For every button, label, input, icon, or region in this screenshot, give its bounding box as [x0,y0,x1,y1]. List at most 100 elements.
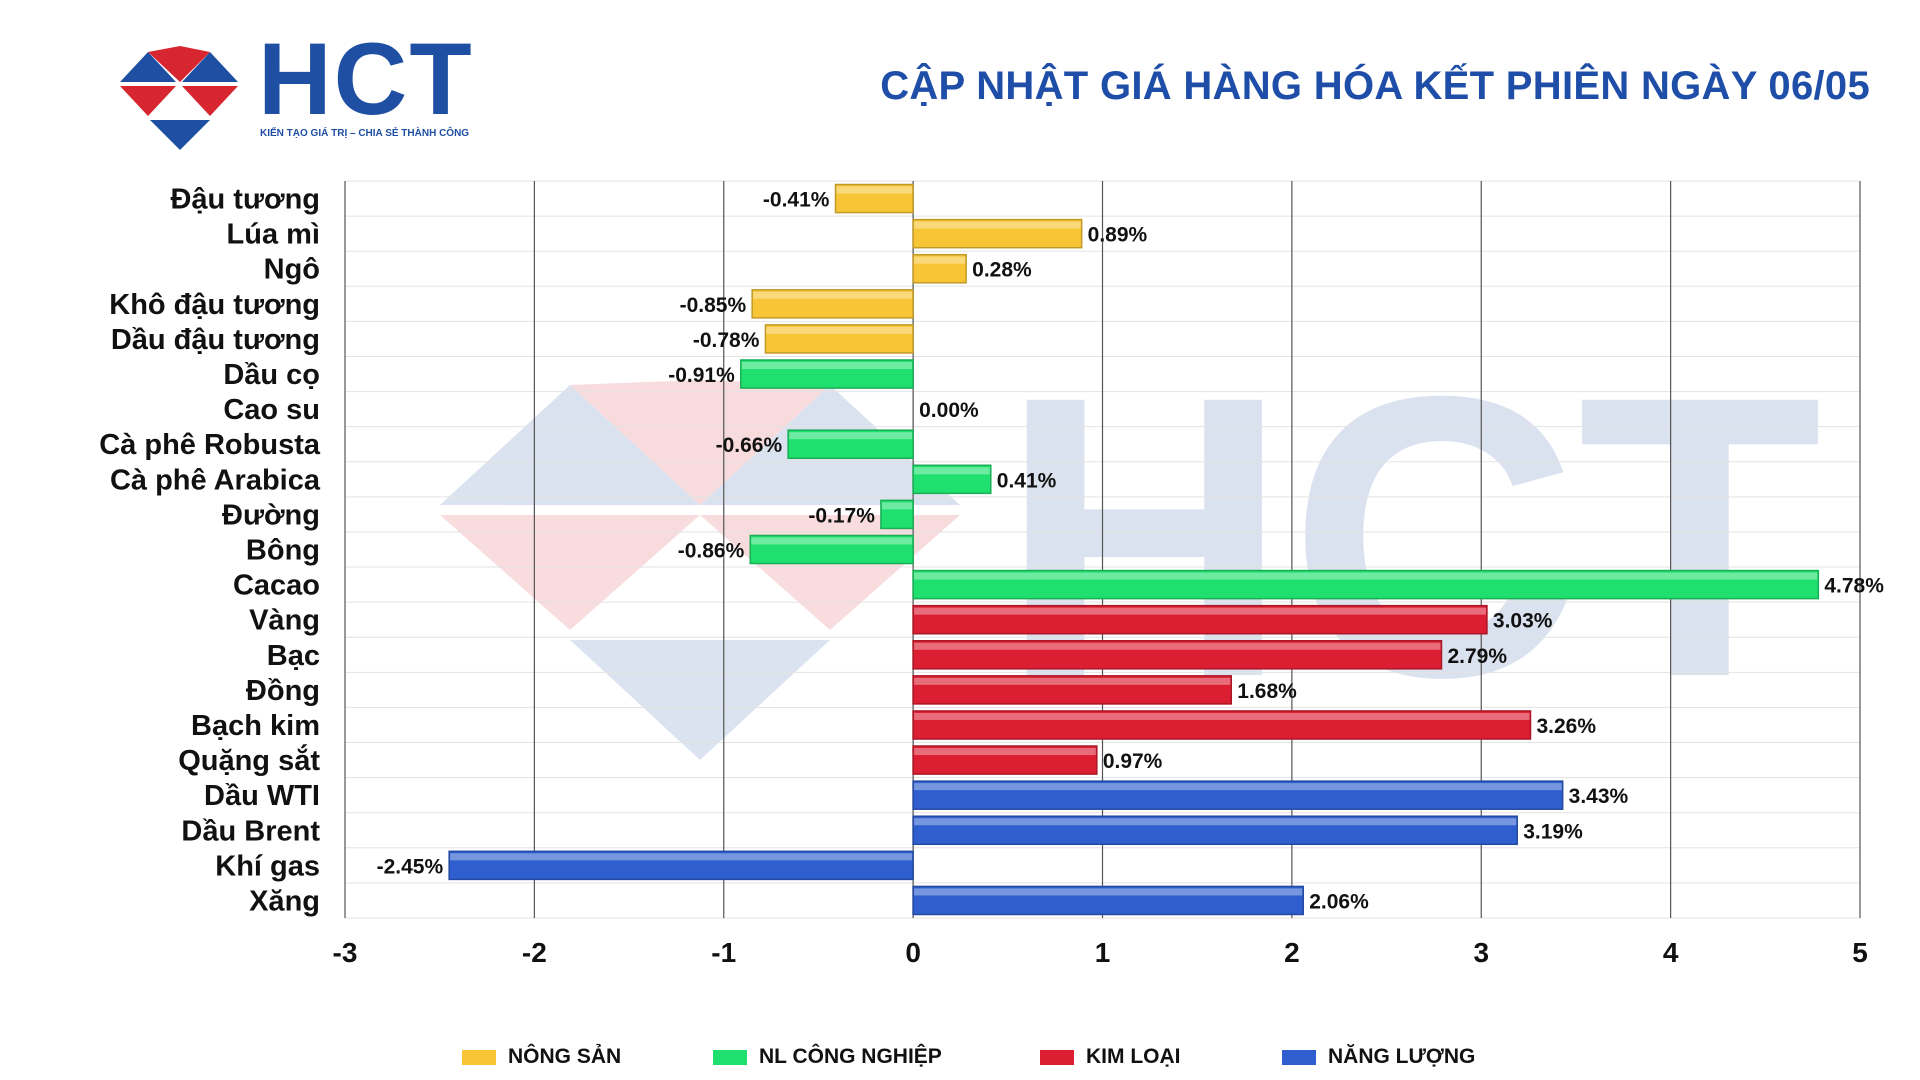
bar-nong_san [834,183,914,214]
category-label: Dầu Brent [181,815,320,847]
x-tick-label: 3 [1473,937,1489,968]
x-tick-label: -1 [711,937,736,968]
bar-highlight [914,818,1517,826]
logo-tagline: KIẾN TẠO GIÁ TRỊ – CHIA SẺ THÀNH CÔNG [260,128,470,139]
value-label: 0.28% [972,259,1032,282]
category-label: Cà phê Arabica [110,464,321,496]
bar-highlight [836,186,913,194]
legend-item-nong-san: NÔNG SẢN [462,1045,621,1069]
value-label: -0.41% [763,189,830,212]
value-label: 0.00% [919,399,979,422]
legend-label: NÔNG SẢN [508,1045,622,1068]
legend-item-nl-cong-nghiep: NL CÔNG NGHIỆP [713,1045,942,1069]
category-label: Cao su [223,394,320,426]
bar-nl_cong_nghiep [880,499,914,530]
category-label: Vàng [249,605,320,637]
legend: NÔNG SẢN NL CÔNG NGHIỆP KIM LOẠI NĂNG LƯ… [0,1045,1920,1075]
bar-highlight [450,853,913,861]
chart-title: CẬP NHẬT GIÁ HÀNG HÓA KẾT PHIÊN NGÀY 06/… [880,64,1870,108]
category-label: Ngô [264,254,320,286]
bar-highlight [789,432,913,440]
bar-nang_luong [912,885,1304,916]
bar-highlight [914,572,1818,580]
bar-nong_san [912,218,1083,249]
bar-nang_luong [912,780,1564,810]
bar-highlight [914,888,1303,896]
bar-kim_loai [912,710,1532,740]
category-label: Dầu cọ [223,359,320,391]
bar-nl_cong_nghiep [912,569,1820,600]
value-label: 3.43% [1569,785,1629,808]
value-label: 0.89% [1088,224,1148,247]
category-label: Dầu đậu tương [111,324,320,356]
category-label: Bạc [267,640,320,672]
logo-wordmark: HCT [258,22,474,136]
x-tick-label: 4 [1663,937,1679,968]
bar-highlight [914,642,1441,650]
legend-item-kim-loai: KIM LOẠI [1040,1045,1181,1069]
bar-nong_san [751,289,914,319]
category-label: Quặng sắt [178,743,320,777]
category-label: Đường [222,499,320,531]
value-label: 1.68% [1237,680,1297,703]
x-tick-label: 0 [905,937,921,968]
legend-label: KIM LOẠI [1086,1045,1181,1068]
bar-nong_san [912,253,967,284]
bar-kim_loai [912,604,1488,635]
value-label: 0.97% [1103,750,1163,773]
legend-item-nang-luong: NĂNG LƯỢNG [1282,1045,1475,1069]
category-label: Xăng [249,885,320,917]
bar-highlight [914,607,1486,615]
legend-swatch [1282,1049,1316,1065]
category-label: Cà phê Robusta [99,429,321,461]
value-label: -0.85% [680,294,747,317]
category-label: Khô đậu tương [109,289,320,321]
x-tick-label: -2 [522,937,547,968]
legend-swatch [462,1049,496,1065]
category-label: Đậu tương [170,184,320,216]
bar-highlight [914,256,966,264]
category-label: Đồng [246,675,320,707]
bar-nl_cong_nghiep [787,429,914,460]
category-label: Khí gas [215,850,320,882]
value-label: -2.45% [377,855,444,878]
labels: -3 -2 -1 0 1 2 3 4 5 Đậu tương -0.41% Lúa mì 0.89% Ng… [99,184,1884,968]
bar-highlight [914,712,1530,720]
value-label: -0.86% [678,540,745,563]
value-label: 3.03% [1493,610,1553,633]
bars [448,183,1820,916]
bar-nl_cong_nghiep [912,464,992,495]
value-label: -0.91% [668,364,735,387]
x-tick-label: 2 [1284,937,1300,968]
bar-highlight [766,326,913,334]
category-label: Bông [246,535,320,567]
bar-kim_loai [912,639,1443,670]
value-label: -0.17% [808,504,875,527]
legend-swatch [713,1049,747,1065]
bar-highlight [914,783,1562,791]
hct-logo-mark [120,46,238,150]
bar-nl_cong_nghiep [740,359,914,389]
x-tick-label: 5 [1852,937,1868,968]
value-label: 4.78% [1824,575,1884,598]
bar-highlight [881,502,913,510]
bar-nang_luong [912,815,1518,846]
bar-highlight [914,467,990,475]
bar-highlight [914,748,1096,756]
bar-highlight [741,361,913,370]
bar-kim_loai [912,675,1233,705]
bar-nl_cong_nghiep [749,534,914,565]
value-label: 3.19% [1523,820,1583,843]
x-tick-label: 1 [1095,937,1111,968]
category-label: Cacao [233,570,320,602]
category-label: Dầu WTI [204,780,320,812]
bar-nong_san [764,324,914,354]
legend-swatch [1040,1049,1074,1065]
legend-label: NL CÔNG NGHIỆP [759,1045,942,1068]
category-label: Lúa mì [227,219,320,251]
bar-highlight [914,221,1081,229]
value-label: 2.06% [1309,890,1369,913]
value-label: 3.26% [1536,715,1596,738]
bar-highlight [753,291,913,299]
